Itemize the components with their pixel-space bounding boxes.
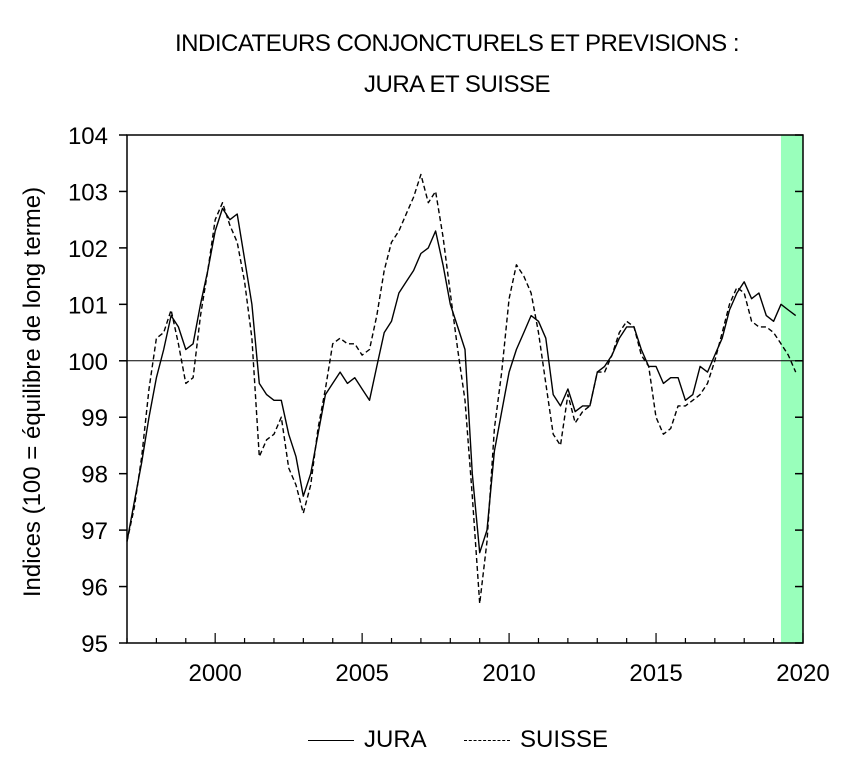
x-tick-label: 2000 (188, 660, 241, 687)
y-tick-label: 97 (81, 518, 108, 545)
legend-item-jura: JURA (308, 726, 427, 754)
x-tick-label: 2010 (482, 660, 535, 687)
y-tick-label: 99 (81, 405, 108, 432)
y-tick-label: 100 (68, 349, 108, 376)
legend-label-jura: JURA (364, 726, 427, 753)
chart-title-line1: INDICATEURS CONJONCTURELS ET PREVISIONS … (174, 30, 740, 57)
series-line-jura (126, 207, 797, 554)
legend: JURA SUISSE (0, 726, 854, 756)
y-tick-label: 102 (68, 236, 108, 263)
y-tick-label: 103 (68, 179, 108, 206)
forecast-band (780, 135, 803, 643)
legend-label-suisse: SUISSE (520, 726, 609, 753)
legend-item-suisse: SUISSE (464, 726, 608, 754)
chart-title-line2: JURA ET SUISSE (364, 71, 550, 98)
x-tick-label: 2015 (629, 660, 682, 687)
x-tick-label: 2005 (335, 660, 388, 687)
y-tick-label: 96 (81, 575, 108, 602)
y-tick-label: 101 (68, 292, 108, 319)
y-axis-label: Indices (100 = équilibre de long terme) (19, 187, 46, 597)
y-tick-label: 98 (81, 462, 108, 489)
legend-swatch-solid (308, 739, 354, 741)
legend-swatch-dashed (464, 739, 510, 741)
x-tick-label: 2020 (776, 660, 829, 687)
y-tick-label: 95 (81, 631, 108, 658)
series-line-suisse (126, 173, 797, 605)
plot-frame (126, 134, 804, 644)
y-tick-label: 104 (68, 123, 108, 150)
